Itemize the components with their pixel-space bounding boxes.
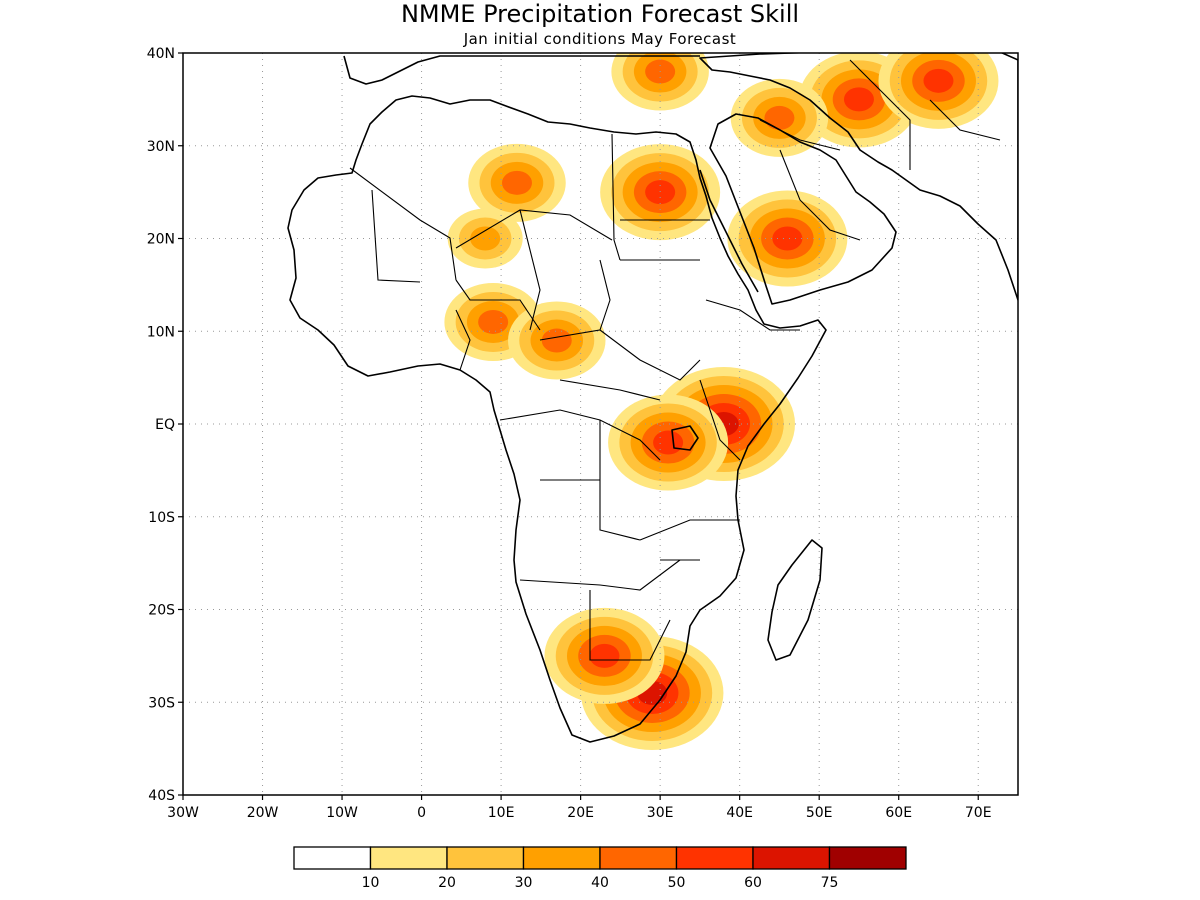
lon-tick-label: 10E [488, 805, 515, 821]
colorbar-label: 50 [668, 875, 686, 891]
madagascar-coastline [767, 539, 823, 661]
europe-coastline [343, 55, 700, 85]
lon-tick-label: 20E [567, 805, 594, 821]
longitude-axis: 30W 20W 10W 0 10E 20E 30E 40E 50E 60E 70E [167, 795, 992, 821]
lon-tick-label: 40E [726, 805, 753, 821]
lat-tick-label: 40S [148, 788, 175, 804]
colorbar-label: 20 [438, 875, 456, 891]
skill-shading [444, 53, 999, 750]
colorbar-label: 40 [591, 875, 609, 891]
map-plot-area [183, 53, 1018, 795]
lat-tick-label: 40N [147, 46, 175, 62]
colorbar-label: 75 [821, 875, 839, 891]
colorbar-swatch [293, 846, 372, 870]
colorbar-swatch [675, 846, 754, 870]
colorbar-swatch [446, 846, 525, 870]
skill-region [653, 430, 684, 455]
gridlines [183, 53, 1018, 795]
figure-title: NMME Precipitation Forecast Skill [401, 0, 799, 28]
skill-region [470, 226, 501, 251]
lat-tick-label: EQ [155, 417, 175, 433]
skill-region [764, 105, 795, 130]
colorbar-swatch [522, 846, 601, 870]
figure-subtitle: Jan initial conditions May Forecast [463, 30, 737, 48]
skill-region [589, 643, 620, 668]
colorbar-swatch [599, 846, 678, 870]
colorbar-swatch [828, 846, 907, 870]
lon-tick-label: 10W [326, 805, 358, 821]
colorbar-label: 30 [515, 875, 533, 891]
skill-region [502, 170, 532, 195]
lon-tick-label: 30E [647, 805, 674, 821]
lat-tick-label: 10S [148, 510, 175, 526]
lat-tick-label: 30N [147, 139, 175, 155]
latitude-axis: 40N 30N 20N 10N EQ 10S 20S 30S 40S [147, 46, 183, 804]
lat-tick-label: 30S [148, 695, 175, 711]
lon-tick-label: 60E [885, 805, 912, 821]
country-borders [349, 59, 1001, 661]
africa-coastline [287, 95, 827, 743]
lon-tick-label: 50E [806, 805, 833, 821]
colorbar-label: 10 [362, 875, 380, 891]
lat-tick-label: 20N [147, 232, 175, 248]
colorbar-swatch [369, 846, 448, 870]
lake-victoria [671, 425, 699, 451]
skill-region [772, 226, 803, 251]
lat-tick-label: 10N [147, 324, 175, 340]
red-sea-coast [699, 169, 759, 293]
skill-region [843, 87, 874, 112]
lon-tick-label: 70E [965, 805, 992, 821]
colorbar: 10 20 30 40 50 60 75 [293, 846, 907, 891]
lon-tick-label: 30W [167, 805, 199, 821]
skill-region [478, 309, 509, 334]
colorbar-label: 60 [744, 875, 762, 891]
skill-region [541, 328, 572, 353]
lon-tick-label: 20W [247, 805, 279, 821]
lon-tick-label: 0 [417, 805, 426, 821]
skill-region [923, 68, 954, 93]
skill-region [645, 180, 676, 205]
lat-tick-label: 20S [148, 603, 175, 619]
colorbar-swatch [752, 846, 831, 870]
